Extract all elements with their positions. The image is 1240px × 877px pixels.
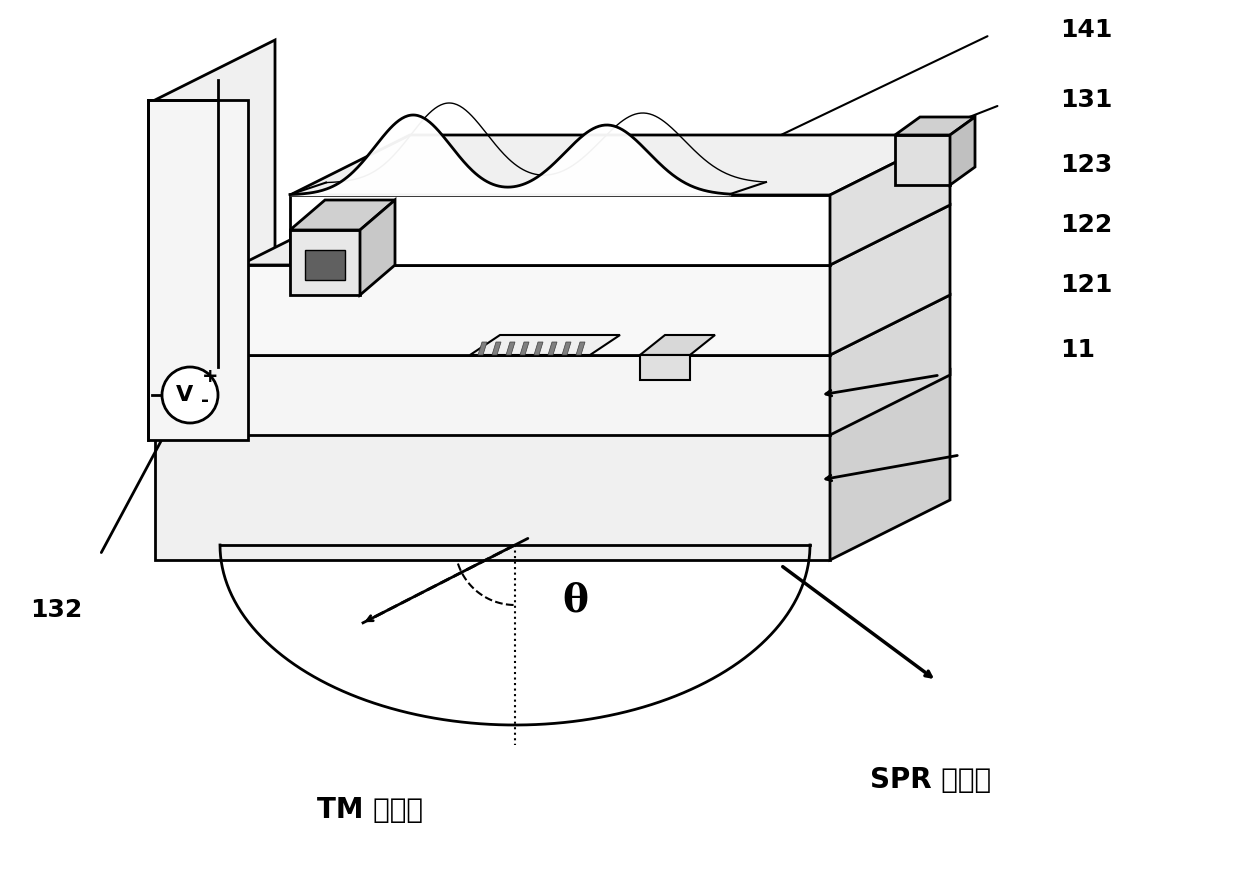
Polygon shape: [950, 117, 975, 185]
Text: +: +: [202, 367, 218, 387]
Polygon shape: [290, 195, 830, 265]
Polygon shape: [477, 342, 487, 355]
Text: 131: 131: [1060, 88, 1112, 112]
Polygon shape: [241, 265, 830, 355]
Polygon shape: [640, 355, 689, 380]
Text: 123: 123: [1060, 153, 1112, 177]
Circle shape: [162, 367, 218, 423]
Polygon shape: [290, 200, 396, 230]
Polygon shape: [155, 40, 275, 430]
Polygon shape: [830, 370, 950, 560]
Text: θ: θ: [562, 581, 588, 619]
Polygon shape: [305, 250, 345, 280]
Text: 122: 122: [1060, 213, 1112, 237]
Polygon shape: [548, 342, 557, 355]
Polygon shape: [830, 295, 950, 435]
Polygon shape: [895, 135, 950, 185]
Polygon shape: [155, 430, 830, 560]
Polygon shape: [534, 342, 543, 355]
Polygon shape: [520, 342, 529, 355]
Polygon shape: [148, 100, 248, 440]
Text: 141: 141: [1060, 18, 1112, 42]
Text: TM 模式光: TM 模式光: [317, 796, 423, 824]
Polygon shape: [506, 342, 515, 355]
Text: V: V: [176, 385, 193, 405]
Polygon shape: [577, 342, 585, 355]
Polygon shape: [155, 370, 950, 430]
Polygon shape: [360, 200, 396, 295]
Polygon shape: [492, 342, 501, 355]
Text: 11: 11: [1060, 338, 1095, 362]
Polygon shape: [895, 117, 975, 135]
Polygon shape: [290, 230, 360, 295]
Polygon shape: [830, 205, 950, 355]
Text: SPR 角偏移: SPR 角偏移: [870, 766, 991, 794]
Text: 121: 121: [1060, 273, 1112, 297]
Polygon shape: [200, 295, 950, 355]
Polygon shape: [241, 205, 950, 265]
Polygon shape: [290, 135, 950, 195]
Polygon shape: [562, 342, 570, 355]
Text: -: -: [201, 390, 210, 410]
Polygon shape: [200, 355, 830, 435]
Polygon shape: [640, 335, 715, 355]
Polygon shape: [830, 135, 950, 265]
Polygon shape: [470, 335, 620, 355]
Text: 132: 132: [30, 598, 82, 622]
